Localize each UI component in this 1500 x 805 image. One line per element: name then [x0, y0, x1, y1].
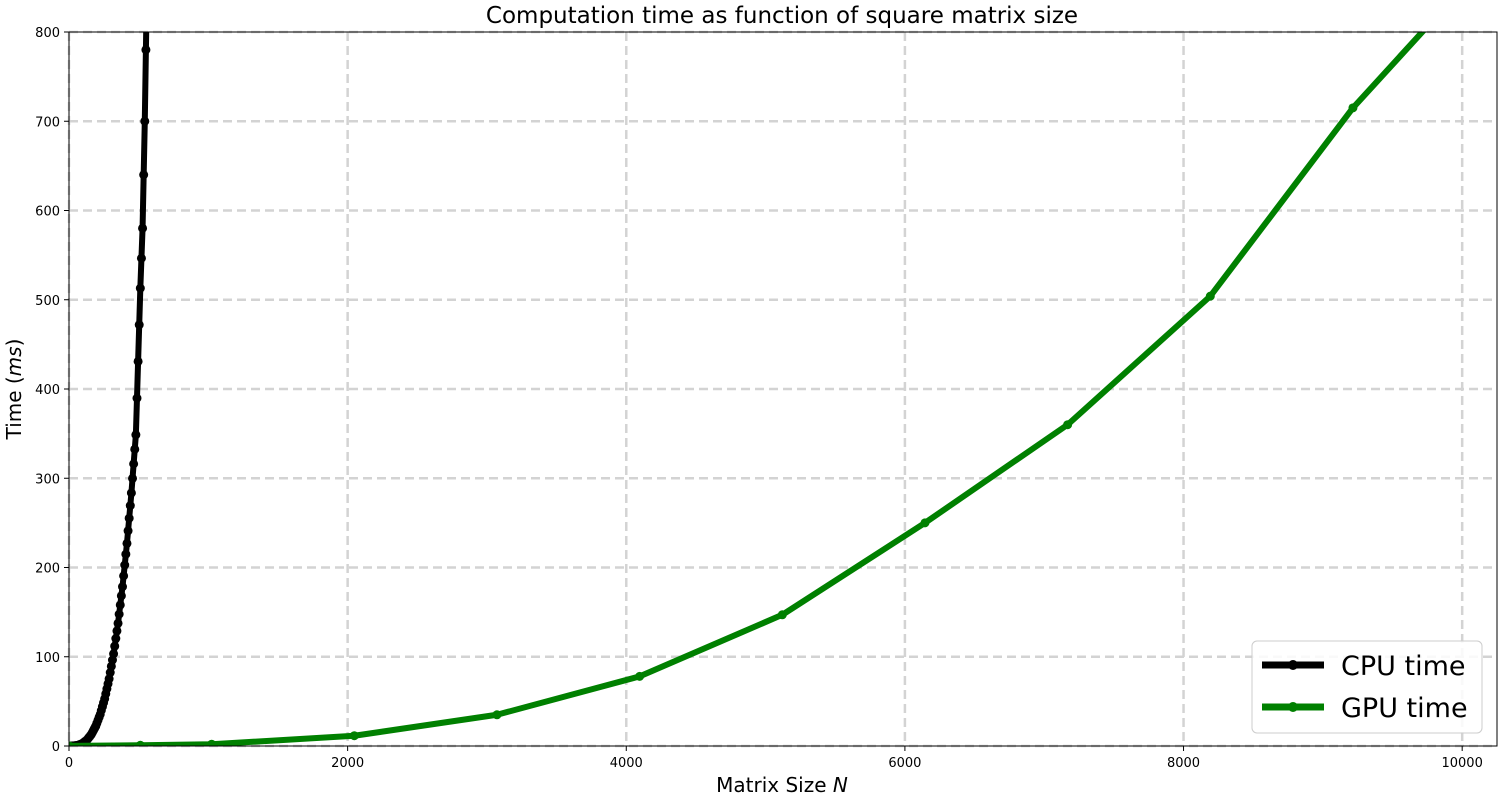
cpu-time-point [109, 649, 118, 658]
cpu-time-point [131, 430, 140, 439]
cpu-time-point [118, 582, 127, 591]
cpu-time-point [119, 571, 128, 580]
y-tick-label: 100 [35, 651, 60, 666]
cpu-time-legend-label: CPU time [1341, 651, 1465, 682]
y-tick-label: 0 [52, 740, 60, 755]
cpu-time-point [127, 488, 136, 497]
cpu-time-point [112, 626, 121, 635]
cpu-time-point [130, 445, 139, 454]
x-tick-label: 8000 [1167, 756, 1200, 771]
chart-title: Computation time as function of square m… [486, 3, 1078, 29]
gpu-time-legend-marker [1288, 702, 1298, 712]
legend: CPU time GPU time [1252, 641, 1482, 733]
cpu-time-point [111, 634, 120, 643]
cpu-time-point [116, 600, 125, 609]
y-tick-label: 200 [35, 562, 60, 577]
gpu-time-point [1348, 103, 1357, 112]
gpu-time-point [778, 610, 787, 619]
gpu-time-point [1063, 420, 1072, 429]
y-tick-label: 600 [35, 205, 60, 220]
y-tick-label: 700 [35, 115, 60, 130]
cpu-time-point [136, 284, 145, 293]
y-tick-label: 400 [35, 383, 60, 398]
gpu-time-point [635, 672, 644, 681]
cpu-time-point [121, 550, 130, 559]
cpu-time-point [117, 591, 126, 600]
y-axis-title: Time (ms) [2, 339, 26, 441]
gpu-time-point [1206, 292, 1215, 301]
x-tick-label: 4000 [610, 756, 643, 771]
cpu-time-point [120, 561, 129, 570]
cpu-time-point [140, 117, 149, 126]
cpu-time-point [137, 254, 146, 263]
cpu-time-point [126, 501, 135, 510]
y-tick-label: 300 [35, 472, 60, 487]
cpu-time-point [135, 320, 144, 329]
x-tick-label: 6000 [888, 756, 921, 771]
cpu-time-point [134, 357, 143, 366]
cpu-time-point [141, 45, 150, 54]
x-tick-label: 2000 [331, 756, 364, 771]
y-tick-label: 500 [35, 294, 60, 309]
cpu-time-point [138, 224, 147, 233]
x-axis-title: Matrix Size N [716, 773, 848, 797]
gpu-time-point [920, 518, 929, 527]
cpu-time-legend-marker [1288, 660, 1298, 670]
cpu-time-point [114, 619, 123, 628]
cpu-time-point [115, 610, 124, 619]
cpu-time-point [129, 459, 138, 468]
cpu-time-point [132, 394, 141, 403]
x-tick-label: 0 [65, 756, 73, 771]
y-tick-label: 800 [35, 26, 60, 41]
cpu-time-point [110, 642, 119, 651]
cpu-time-point [125, 514, 134, 523]
cpu-time-point [128, 474, 137, 483]
cpu-time-point [124, 526, 133, 535]
gpu-time-point [492, 710, 501, 719]
cpu-time-point [122, 539, 131, 548]
cpu-time-point [139, 170, 148, 179]
gpu-time-legend-label: GPU time [1341, 693, 1468, 724]
gpu-time-point [350, 731, 359, 740]
x-tick-label: 10000 [1441, 756, 1482, 771]
